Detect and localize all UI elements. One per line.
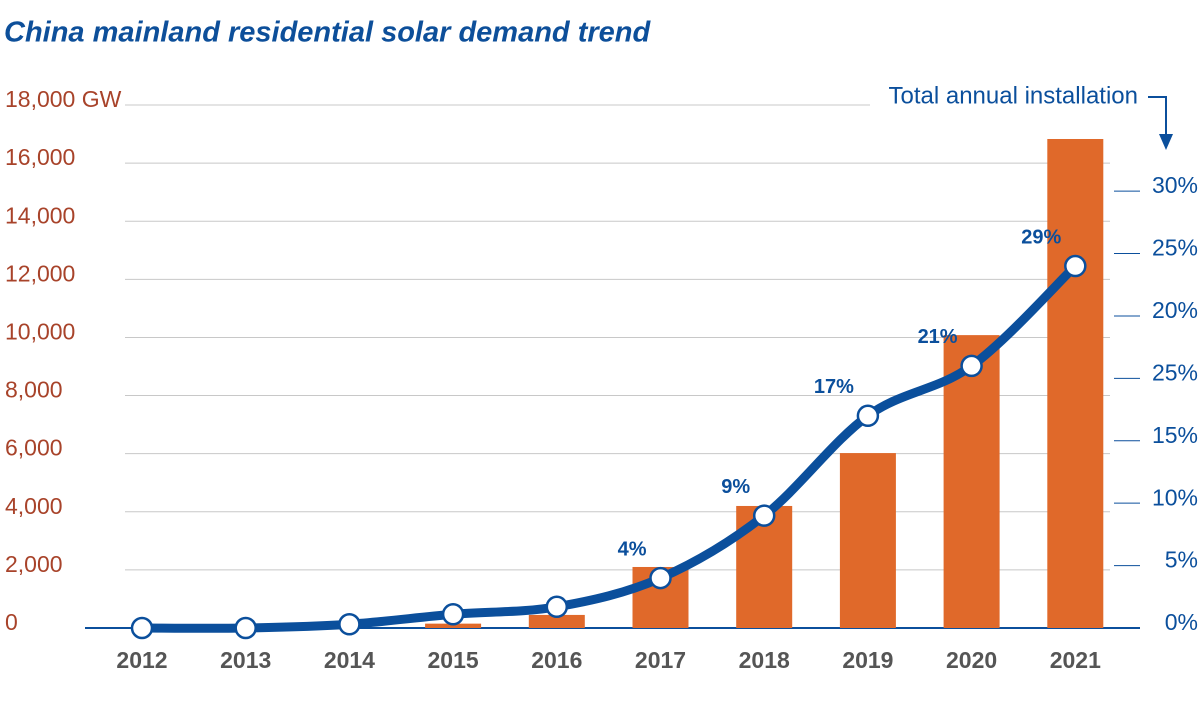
y-tick-label: 18,000 GW	[5, 86, 122, 112]
y2-tick-label: 15%	[1152, 422, 1198, 448]
y2-tick-label: 0%	[1165, 609, 1198, 635]
annotation-arrow	[1148, 96, 1167, 138]
y-tick-label: 6,000	[5, 435, 63, 461]
x-tick-label: 2020	[946, 647, 997, 673]
line-point	[649, 566, 672, 590]
y-tick-label: 14,000	[5, 202, 75, 228]
y-tick-label: 10,000	[5, 319, 75, 345]
line-point	[338, 613, 361, 636]
y2-tick-label: 5%	[1165, 547, 1198, 573]
bar	[528, 614, 585, 628]
x-tick-label: 2017	[635, 647, 686, 673]
x-tick-label: 2016	[531, 647, 582, 673]
y-tick-label: 2,000	[5, 551, 63, 577]
x-tick-label: 2014	[324, 647, 375, 673]
x-tick-label: 2013	[220, 647, 271, 673]
bar	[425, 623, 482, 628]
data-label: 21%	[918, 326, 958, 348]
line-point	[1064, 254, 1087, 278]
y-tick-label: 0	[5, 609, 18, 635]
bar	[839, 453, 896, 628]
x-tick-label: 2012	[116, 647, 167, 673]
x-tick-label: 2015	[428, 647, 479, 673]
line-point	[234, 616, 257, 640]
line-point	[960, 354, 983, 378]
x-tick-label: 2019	[842, 647, 893, 673]
bar	[1047, 138, 1104, 628]
y-tick-label: 4,000	[5, 493, 63, 519]
line-point	[441, 603, 465, 626]
data-label: 17%	[814, 376, 854, 398]
annotation-arrowhead	[1159, 134, 1173, 150]
line-point	[545, 595, 569, 619]
chart-title: China mainland residential solar demand …	[4, 17, 651, 49]
data-label: 29%	[1021, 226, 1061, 248]
line-point	[130, 616, 154, 640]
data-label: 9%	[721, 476, 750, 498]
line-point	[752, 504, 776, 527]
x-tick-label: 2021	[1050, 647, 1101, 673]
y2-tick-label: 30%	[1152, 172, 1198, 198]
line	[137, 261, 1080, 633]
y2-tick-label: 25%	[1152, 235, 1198, 261]
y-tick-label: 8,000	[5, 377, 63, 403]
line-point	[856, 404, 880, 428]
annotation: Total annual installation	[888, 82, 1138, 109]
data-label: 4%	[618, 538, 647, 560]
y-tick-label: 16,000	[5, 144, 75, 170]
y2-tick-label: 10%	[1152, 484, 1198, 510]
y2-tick-label: 20%	[1152, 297, 1198, 323]
bar	[943, 335, 1000, 628]
y-tick-label: 12,000	[5, 260, 75, 286]
y2-tick-label: 25%	[1152, 359, 1198, 385]
x-tick-label: 2018	[739, 647, 790, 673]
